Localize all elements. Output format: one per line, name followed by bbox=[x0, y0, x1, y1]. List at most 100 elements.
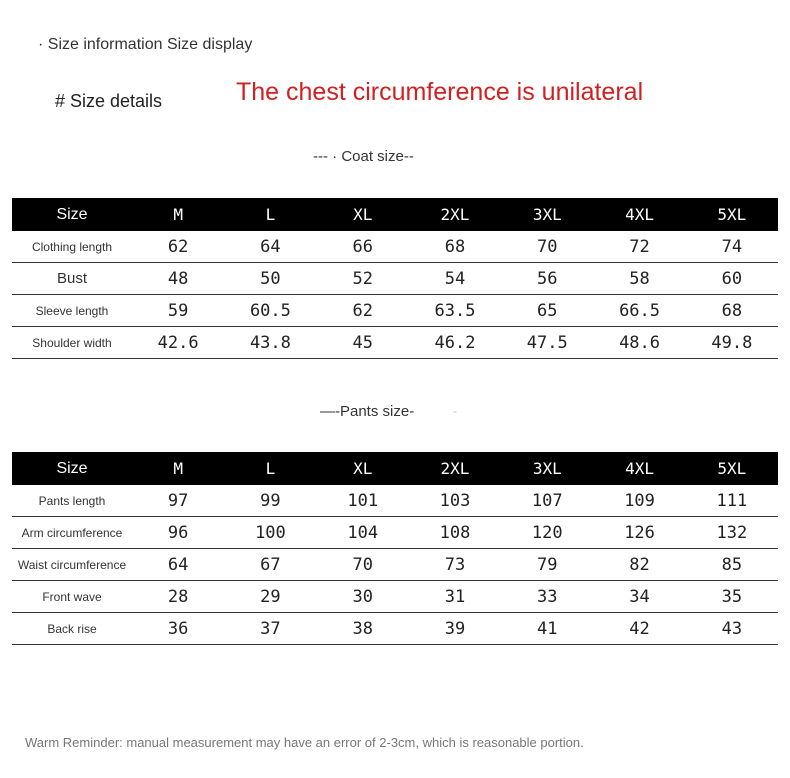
cell-value: 48.6 bbox=[593, 326, 686, 359]
cell-value: 59 bbox=[132, 294, 225, 327]
cell-value: 45 bbox=[316, 326, 409, 359]
cell-value: 120 bbox=[501, 516, 594, 549]
cell-value: 37 bbox=[224, 612, 317, 645]
cell-value: 111 bbox=[685, 485, 778, 517]
cell-value: 60.5 bbox=[224, 294, 317, 327]
cell-value: 48 bbox=[132, 262, 225, 295]
cell-value: 49.8 bbox=[685, 326, 778, 359]
cell-value: 97 bbox=[132, 485, 225, 517]
pants-header-xl: XL bbox=[316, 452, 409, 485]
cell-value: 54 bbox=[408, 262, 502, 295]
cell-value: 50 bbox=[224, 262, 317, 295]
cell-value: 85 bbox=[685, 548, 778, 581]
pants-header-2xl: 2XL bbox=[408, 452, 502, 485]
cell-value: 96 bbox=[132, 516, 225, 549]
cell-value: 58 bbox=[593, 262, 686, 295]
cell-value: 42 bbox=[593, 612, 686, 645]
table-row: Waist circumference 64 67 70 73 79 82 85 bbox=[12, 548, 778, 581]
cell-value: 62 bbox=[132, 231, 225, 263]
coat-header-5xl: 5XL bbox=[685, 198, 778, 231]
pants-header-4xl: 4XL bbox=[593, 452, 686, 485]
cell-value: 52 bbox=[316, 262, 409, 295]
cell-value: 43 bbox=[685, 612, 778, 645]
cell-value: 103 bbox=[408, 485, 502, 517]
cell-value: 36 bbox=[132, 612, 225, 645]
pants-header-size: Size bbox=[12, 452, 132, 485]
coat-header-3xl: 3XL bbox=[501, 198, 594, 231]
cell-value: 108 bbox=[408, 516, 502, 549]
row-label: Shoulder width bbox=[12, 326, 132, 359]
table-row: Front wave 28 29 30 31 33 34 35 bbox=[12, 580, 778, 613]
size-info-heading: · Size information Size display bbox=[38, 36, 253, 53]
coat-size-table: Size M L XL 2XL 3XL 4XL 5XL Clothing len… bbox=[12, 198, 778, 359]
cell-value: 62 bbox=[316, 294, 409, 327]
pants-header-l: L bbox=[224, 452, 317, 485]
row-label: Back rise bbox=[12, 612, 132, 645]
pants-header-5xl: 5XL bbox=[685, 452, 778, 485]
cell-value: 66 bbox=[316, 231, 409, 263]
pants-title-trailing: - bbox=[453, 404, 457, 418]
cell-value: 38 bbox=[316, 612, 409, 645]
cell-value: 107 bbox=[501, 485, 594, 517]
cell-value: 109 bbox=[593, 485, 686, 517]
cell-value: 68 bbox=[685, 294, 778, 327]
table-row: Bust 48 50 52 54 56 58 60 bbox=[12, 262, 778, 295]
coat-size-title: --- · Coat size-- bbox=[313, 148, 414, 165]
chest-note: The chest circumference is unilateral bbox=[236, 78, 644, 106]
pants-size-table: Size M L XL 2XL 3XL 4XL 5XL Pants length… bbox=[12, 452, 778, 645]
coat-header-2xl: 2XL bbox=[408, 198, 502, 231]
cell-value: 79 bbox=[501, 548, 594, 581]
cell-value: 72 bbox=[593, 231, 686, 263]
coat-header-l: L bbox=[224, 198, 317, 231]
pants-header-3xl: 3XL bbox=[501, 452, 594, 485]
coat-header-xl: XL bbox=[316, 198, 409, 231]
cell-value: 47.5 bbox=[501, 326, 594, 359]
cell-value: 46.2 bbox=[408, 326, 502, 359]
cell-value: 74 bbox=[685, 231, 778, 263]
cell-value: 42.6 bbox=[132, 326, 225, 359]
size-details-heading: # Size details bbox=[55, 91, 163, 111]
cell-value: 70 bbox=[501, 231, 594, 263]
cell-value: 60 bbox=[685, 262, 778, 295]
cell-value: 39 bbox=[408, 612, 502, 645]
row-label: Arm circumference bbox=[12, 516, 132, 549]
cell-value: 34 bbox=[593, 580, 686, 613]
cell-value: 33 bbox=[501, 580, 594, 613]
cell-value: 64 bbox=[224, 231, 317, 263]
cell-value: 70 bbox=[316, 548, 409, 581]
row-label: Pants length bbox=[12, 485, 132, 517]
cell-value: 73 bbox=[408, 548, 502, 581]
warm-reminder: Warm Reminder: manual measurement may ha… bbox=[25, 735, 584, 750]
table-row: Arm circumference 96 100 104 108 120 126… bbox=[12, 516, 778, 549]
cell-value: 28 bbox=[132, 580, 225, 613]
cell-value: 68 bbox=[408, 231, 502, 263]
pants-header-row: Size M L XL 2XL 3XL 4XL 5XL bbox=[12, 452, 778, 485]
cell-value: 100 bbox=[224, 516, 317, 549]
coat-header-row: Size M L XL 2XL 3XL 4XL 5XL bbox=[12, 198, 778, 231]
coat-header-m: M bbox=[132, 198, 225, 231]
cell-value: 35 bbox=[685, 580, 778, 613]
cell-value: 31 bbox=[408, 580, 502, 613]
cell-value: 104 bbox=[316, 516, 409, 549]
row-label: Waist circumference bbox=[12, 548, 132, 581]
coat-header-size: Size bbox=[12, 198, 132, 231]
table-row: Sleeve length 59 60.5 62 63.5 65 66.5 68 bbox=[12, 294, 778, 327]
cell-value: 56 bbox=[501, 262, 594, 295]
row-label: Sleeve length bbox=[12, 294, 132, 327]
cell-value: 43.8 bbox=[224, 326, 317, 359]
row-label: Clothing length bbox=[12, 231, 132, 263]
coat-header-4xl: 4XL bbox=[593, 198, 686, 231]
table-row: Back rise 36 37 38 39 41 42 43 bbox=[12, 612, 778, 645]
cell-value: 64 bbox=[132, 548, 225, 581]
row-label: Front wave bbox=[12, 580, 132, 613]
cell-value: 99 bbox=[224, 485, 317, 517]
cell-value: 30 bbox=[316, 580, 409, 613]
cell-value: 67 bbox=[224, 548, 317, 581]
pants-size-title: —-Pants size- bbox=[320, 403, 415, 420]
cell-value: 63.5 bbox=[408, 294, 502, 327]
cell-value: 41 bbox=[501, 612, 594, 645]
table-row: Clothing length 62 64 66 68 70 72 74 bbox=[12, 231, 778, 263]
pants-header-m: M bbox=[132, 452, 225, 485]
table-row: Shoulder width 42.6 43.8 45 46.2 47.5 48… bbox=[12, 326, 778, 359]
cell-value: 65 bbox=[501, 294, 594, 327]
